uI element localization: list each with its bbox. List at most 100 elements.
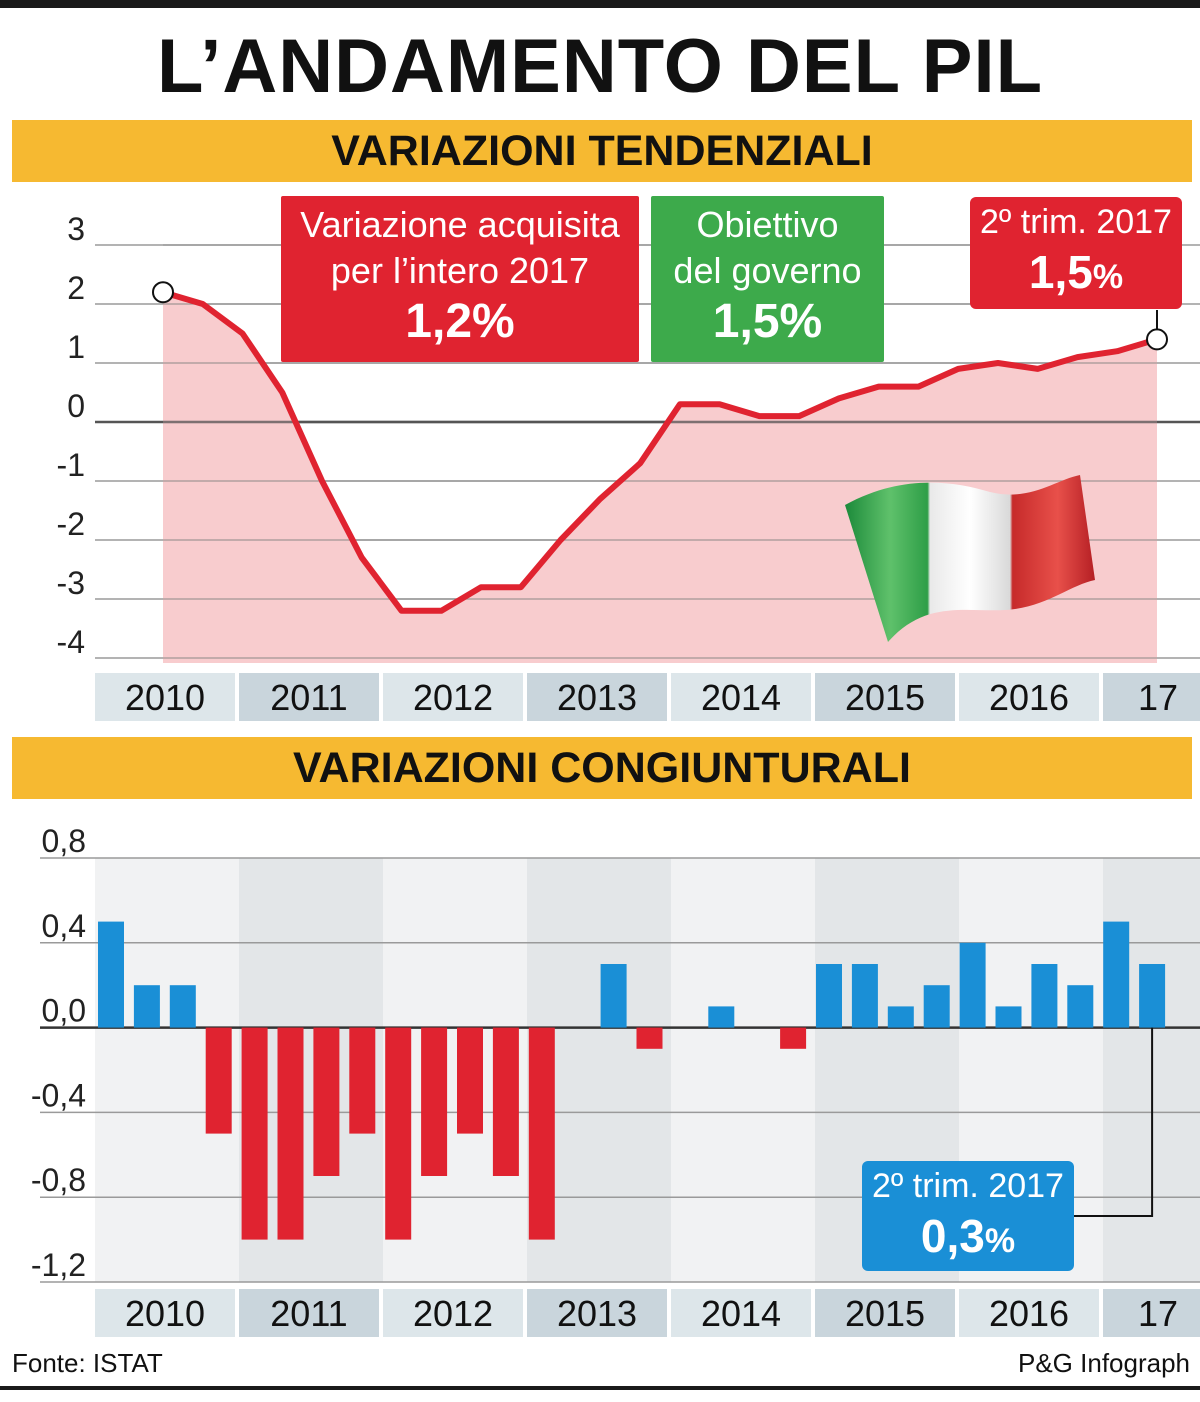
section-title-tendenziali: VARIAZIONI TENDENZIALI <box>12 120 1192 182</box>
top-rule <box>0 0 1200 8</box>
year-label-2010: 2010 <box>125 1293 205 1334</box>
qoq-last-label: 2º trim. 2017 <box>872 1167 1064 1205</box>
start-point-marker <box>152 281 174 304</box>
y-tick-label: 0 <box>67 388 85 424</box>
target-label-line1: Obiettivo <box>696 204 839 245</box>
bar <box>1139 964 1166 1028</box>
year-label-17: 17 <box>1138 1293 1178 1334</box>
section-title-congiunturali: VARIAZIONI CONGIUNTURALI <box>12 737 1192 799</box>
year-label-2012: 2012 <box>413 1293 493 1334</box>
yoy-last-value: 1,5% <box>970 245 1182 304</box>
year-cell <box>383 1289 523 1337</box>
y-tick-label: -1,2 <box>31 1247 86 1283</box>
y-tick-label: 1 <box>67 329 85 365</box>
source-note: Fonte: ISTAT <box>12 1348 163 1378</box>
year-cell <box>815 1289 955 1337</box>
year-label-2011: 2011 <box>270 677 347 718</box>
yoy-last-number: 1,5 <box>1028 246 1093 298</box>
yoy-last-label: 2º trim. 2017 <box>980 203 1172 241</box>
y-tick-label: -4 <box>57 624 85 660</box>
year-cell <box>1103 673 1200 721</box>
year-label-2011: 2011 <box>270 1293 347 1334</box>
year-label-2014: 2014 <box>701 1293 781 1334</box>
year-label-2010: 2010 <box>125 677 205 718</box>
target-value: 1,5% <box>712 295 823 348</box>
bar <box>528 1027 555 1240</box>
y-tick-label: 0,4 <box>42 908 86 944</box>
year-cell <box>527 673 667 721</box>
year-label-2016: 2016 <box>989 1293 1069 1334</box>
yoy-last-quarter-box: 2º trim. 2017 1,5% <box>970 197 1182 309</box>
qoq-last-quarter-box: 2º trim. 2017 0,3% <box>862 1161 1074 1271</box>
y-tick-label: -1 <box>57 447 85 483</box>
government-target-box: Obiettivo del governo 1,5% <box>651 196 884 362</box>
qoq-bar-chart: 0,8 0,4 0,0 -0,4 -0,8 -1,2 2010 2011 2012 2013 201… <box>31 823 1200 1337</box>
bar <box>349 1027 376 1134</box>
qoq-last-unit: % <box>984 1222 1016 1260</box>
acquired-label-line2: per l’intero 2017 <box>330 250 590 291</box>
year-cell <box>671 673 811 721</box>
year-cell <box>671 1289 811 1337</box>
year-cell <box>527 1289 667 1337</box>
page-title: L’ANDAMENTO DEL PIL <box>156 24 1044 109</box>
year-label-2014: 2014 <box>701 677 781 718</box>
bar <box>421 1027 448 1176</box>
year-label-2012: 2012 <box>413 677 493 718</box>
bar <box>205 1027 232 1134</box>
bottom-rule <box>0 1386 1200 1390</box>
y-tick-label: -2 <box>57 506 85 542</box>
acquired-variation-box: Variazione acquisita per l’intero 2017 1… <box>281 196 639 362</box>
year-cell <box>239 1289 379 1337</box>
bar <box>241 1027 268 1240</box>
qoq-last-value: 0,3% <box>862 1209 1074 1268</box>
end-point-marker <box>1146 328 1168 351</box>
italian-flag-icon <box>845 475 1095 642</box>
yoy-last-unit: % <box>1092 258 1124 296</box>
bar <box>492 1027 519 1176</box>
bar <box>959 942 986 1028</box>
y-tick-label: -3 <box>57 565 85 601</box>
year-cell <box>383 673 523 721</box>
year-cell <box>95 1289 235 1337</box>
y-tick-label: 0,8 <box>42 823 86 859</box>
bar <box>1031 964 1058 1028</box>
year-cell <box>959 1289 1099 1337</box>
y-tick-label: 3 <box>67 211 85 247</box>
bar <box>780 1027 807 1049</box>
bar <box>887 1006 914 1028</box>
bar <box>995 1006 1022 1028</box>
y-tick-label: -0,8 <box>31 1162 86 1198</box>
year-label-2016: 2016 <box>989 677 1069 718</box>
callout-leader <box>1074 1027 1154 1217</box>
bar <box>169 985 196 1028</box>
target-label-line2: del governo <box>673 250 862 291</box>
acquired-label-line1: Variazione acquisita <box>300 204 620 245</box>
year-cell <box>1103 1289 1200 1337</box>
bar <box>923 985 950 1028</box>
bar <box>133 985 160 1028</box>
bar <box>385 1027 412 1240</box>
series-line <box>162 289 1158 614</box>
bar <box>708 1006 735 1028</box>
year-band <box>671 858 815 1282</box>
y-tick-label: 0,0 <box>42 993 86 1029</box>
bar <box>1103 921 1130 1028</box>
y-tick-label: 2 <box>67 270 85 306</box>
credit-note: P&G Infograph <box>1018 1348 1190 1378</box>
year-label-2013: 2013 <box>557 1293 637 1334</box>
bar <box>1067 985 1094 1028</box>
year-cell <box>95 673 235 721</box>
qoq-last-number: 0,3 <box>920 1210 985 1262</box>
bar <box>636 1027 663 1049</box>
year-label-17: 17 <box>1138 677 1178 718</box>
y-tick-label: -0,4 <box>31 1077 86 1113</box>
year-label-2015: 2015 <box>845 677 925 718</box>
year-label-2013: 2013 <box>557 677 637 718</box>
bar <box>313 1027 340 1176</box>
bar <box>851 964 878 1028</box>
year-cell <box>959 673 1099 721</box>
bar <box>600 964 627 1028</box>
year-cell <box>239 673 379 721</box>
year-cell <box>815 673 955 721</box>
bar <box>457 1027 483 1134</box>
